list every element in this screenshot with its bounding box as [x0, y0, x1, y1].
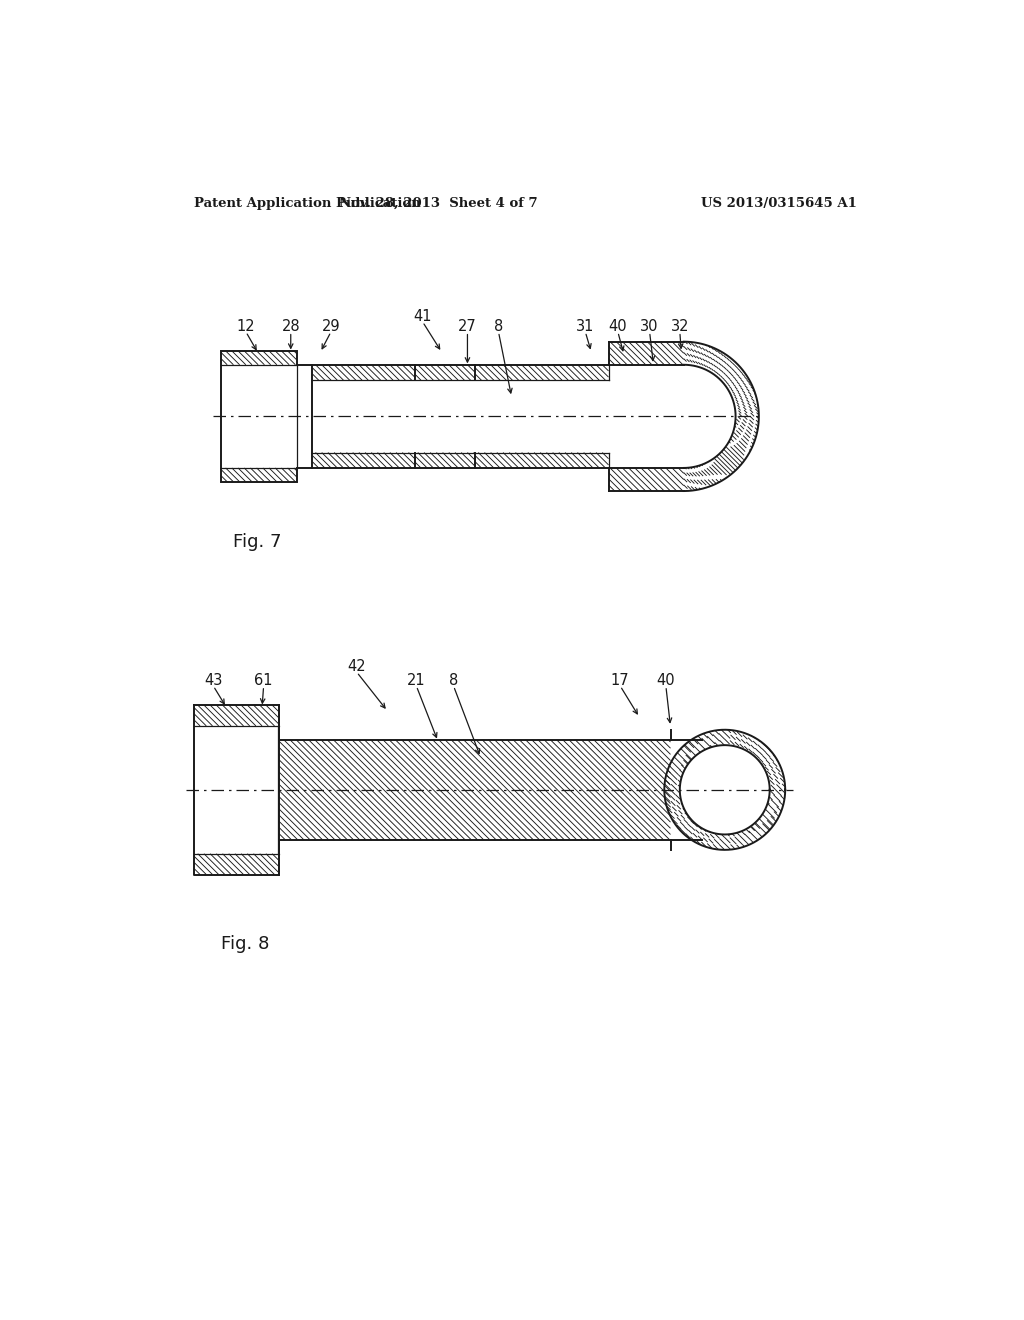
Text: US 2013/0315645 A1: US 2013/0315645 A1 [700, 197, 856, 210]
Text: 41: 41 [414, 309, 432, 323]
Text: 61: 61 [254, 673, 272, 688]
Text: 17: 17 [610, 673, 630, 688]
Text: Fig. 8: Fig. 8 [221, 935, 269, 953]
Text: 42: 42 [347, 659, 366, 675]
Text: Patent Application Publication: Patent Application Publication [194, 197, 421, 210]
Text: 28: 28 [282, 318, 300, 334]
Text: 27: 27 [458, 318, 477, 334]
Text: Nov. 28, 2013  Sheet 4 of 7: Nov. 28, 2013 Sheet 4 of 7 [339, 197, 538, 210]
Text: 12: 12 [237, 318, 255, 334]
Text: 29: 29 [322, 318, 340, 334]
Text: 31: 31 [577, 318, 595, 334]
Text: 40: 40 [608, 318, 627, 334]
Text: Fig. 7: Fig. 7 [232, 533, 282, 552]
Text: 21: 21 [407, 673, 426, 688]
Text: 32: 32 [671, 318, 689, 334]
Text: 8: 8 [494, 318, 503, 334]
Text: 40: 40 [656, 673, 675, 688]
Text: 30: 30 [640, 318, 658, 334]
Text: 8: 8 [449, 673, 458, 688]
Text: 43: 43 [204, 673, 222, 688]
